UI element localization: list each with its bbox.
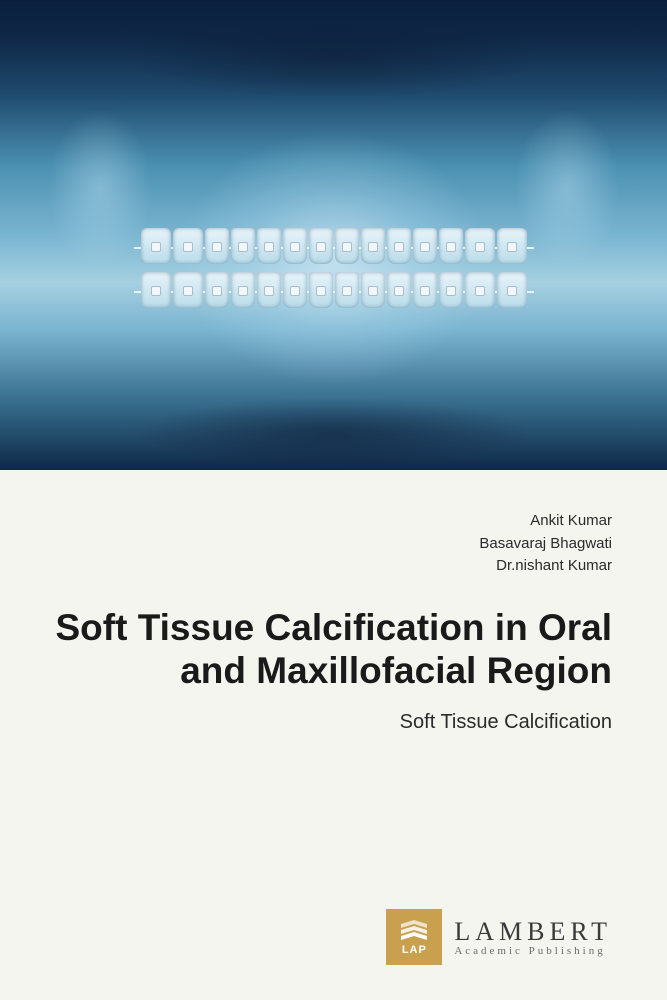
book-title: Soft Tissue Calcification in Oral and Ma… bbox=[55, 606, 612, 693]
bracket bbox=[446, 242, 456, 252]
tooth bbox=[465, 228, 495, 264]
bracket bbox=[316, 286, 326, 296]
bracket bbox=[368, 286, 378, 296]
publisher-logo-label: LAP bbox=[402, 944, 427, 956]
bracket bbox=[420, 286, 430, 296]
tooth bbox=[439, 228, 463, 264]
tooth bbox=[173, 228, 203, 264]
bracket bbox=[212, 242, 222, 252]
publisher-logo: LAP bbox=[386, 909, 442, 965]
tooth bbox=[231, 272, 255, 308]
bracket bbox=[342, 286, 352, 296]
tooth bbox=[413, 228, 437, 264]
tooth bbox=[361, 272, 385, 308]
tooth bbox=[205, 272, 229, 308]
bracket bbox=[290, 286, 300, 296]
bracket bbox=[151, 286, 161, 296]
tooth bbox=[257, 228, 281, 264]
tooth bbox=[387, 228, 411, 264]
publisher-block: LAP LAMBERT Academic Publishing bbox=[386, 909, 612, 965]
author-line: Dr.nishant Kumar bbox=[55, 555, 612, 578]
tooth bbox=[231, 228, 255, 264]
authors-block: Ankit Kumar Basavaraj Bhagwati Dr.nishan… bbox=[55, 510, 612, 578]
tooth bbox=[141, 272, 171, 308]
bracket bbox=[446, 286, 456, 296]
tooth bbox=[283, 228, 307, 264]
bracket bbox=[342, 242, 352, 252]
tooth bbox=[335, 272, 359, 308]
tooth bbox=[283, 272, 307, 308]
bracket bbox=[316, 242, 326, 252]
tooth bbox=[257, 272, 281, 308]
bracket bbox=[290, 242, 300, 252]
bracket bbox=[212, 286, 222, 296]
bracket bbox=[238, 242, 248, 252]
bracket bbox=[264, 242, 274, 252]
teeth-row-lower bbox=[141, 272, 527, 308]
tooth bbox=[413, 272, 437, 308]
tooth bbox=[205, 228, 229, 264]
tooth bbox=[141, 228, 171, 264]
bracket bbox=[475, 242, 485, 252]
bracket bbox=[183, 242, 193, 252]
bracket bbox=[238, 286, 248, 296]
bracket bbox=[507, 242, 517, 252]
tooth bbox=[335, 228, 359, 264]
bracket bbox=[183, 286, 193, 296]
book-subtitle: Soft Tissue Calcification bbox=[55, 711, 612, 734]
bracket bbox=[475, 286, 485, 296]
publisher-tagline: Academic Publishing bbox=[454, 945, 612, 957]
publisher-text: LAMBERT Academic Publishing bbox=[454, 917, 612, 957]
bracket bbox=[394, 242, 404, 252]
tooth bbox=[439, 272, 463, 308]
bracket bbox=[507, 286, 517, 296]
teeth-row-upper bbox=[141, 228, 527, 264]
bracket bbox=[151, 242, 161, 252]
text-content-area: Ankit Kumar Basavaraj Bhagwati Dr.nishan… bbox=[0, 470, 667, 734]
tooth bbox=[361, 228, 385, 264]
tooth bbox=[465, 272, 495, 308]
book-stack-icon bbox=[399, 918, 429, 942]
bracket bbox=[368, 242, 378, 252]
tooth bbox=[173, 272, 203, 308]
tooth bbox=[309, 228, 333, 264]
tooth bbox=[387, 272, 411, 308]
cover-xray-image bbox=[0, 0, 667, 470]
author-line: Basavaraj Bhagwati bbox=[55, 533, 612, 556]
bracket bbox=[394, 286, 404, 296]
bracket bbox=[264, 286, 274, 296]
publisher-name: LAMBERT bbox=[454, 917, 612, 947]
author-line: Ankit Kumar bbox=[55, 510, 612, 533]
tooth bbox=[497, 228, 527, 264]
bracket bbox=[420, 242, 430, 252]
tooth bbox=[309, 272, 333, 308]
tooth bbox=[497, 272, 527, 308]
